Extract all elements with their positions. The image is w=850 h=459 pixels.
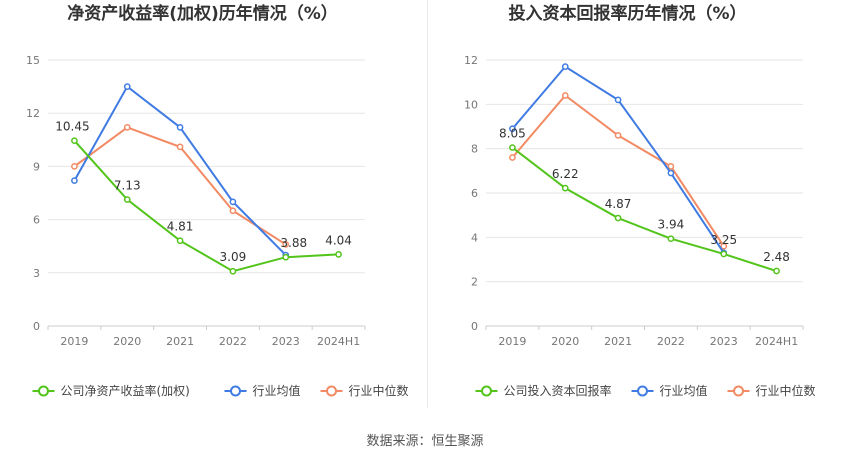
- data-point-median[interactable]: [229, 207, 237, 215]
- x-tick-label: 2024H1: [317, 335, 360, 348]
- y-tick-label: 10: [464, 98, 478, 111]
- legend-item-company[interactable]: 公司净资产收益率(加权): [32, 383, 190, 398]
- data-point-company[interactable]: [335, 251, 342, 258]
- data-point-median[interactable]: [667, 163, 675, 170]
- y-tick-label: 3: [33, 267, 40, 280]
- data-point-avg[interactable]: [561, 63, 569, 71]
- data-label: 4.81: [167, 220, 194, 234]
- series-line-company: [73, 140, 339, 273]
- x-tick-label: 2021: [604, 335, 632, 348]
- data-point-company[interactable]: [71, 137, 78, 145]
- panel-divider: [427, 0, 428, 408]
- x-tick-label: 2024H1: [755, 335, 798, 348]
- legend-label: 行业均值: [253, 383, 301, 398]
- y-tick-label: 0: [471, 320, 478, 333]
- data-point-avg[interactable]: [509, 125, 516, 133]
- x-tick-label: 2023: [710, 335, 738, 348]
- data-point-median[interactable]: [614, 132, 622, 139]
- y-tick-label: 15: [26, 54, 40, 67]
- data-label: 3.25: [710, 233, 737, 247]
- data-point-avg[interactable]: [667, 169, 675, 177]
- legend-swatch-marker: [481, 385, 492, 397]
- legend-item-avg[interactable]: 行业均值: [224, 383, 301, 398]
- data-point-avg[interactable]: [123, 83, 131, 90]
- data-point-avg[interactable]: [614, 96, 622, 104]
- legend-label: 公司净资产收益率(加权): [61, 383, 190, 398]
- legend-swatch-marker: [733, 385, 744, 397]
- y-tick-label: 4: [471, 231, 478, 244]
- legend-swatch-marker: [326, 385, 337, 397]
- data-label: 8.05: [499, 127, 526, 141]
- x-tick-label: 2022: [657, 335, 685, 348]
- legend-item-company[interactable]: 公司投入资本回报率: [475, 383, 612, 398]
- x-tick-label: 2021: [166, 335, 194, 348]
- chart-title: 净资产收益率(加权)历年情况（%）: [67, 3, 338, 24]
- x-tick-label: 2023: [272, 335, 300, 348]
- x-tick-label: 2019: [498, 335, 526, 348]
- data-point-median[interactable]: [282, 241, 290, 248]
- x-tick-label: 2020: [551, 335, 579, 348]
- legend-item-avg[interactable]: 行业均值: [631, 383, 708, 398]
- data-point-median[interactable]: [561, 92, 569, 99]
- data-point-median[interactable]: [509, 154, 516, 161]
- data-point-median[interactable]: [71, 163, 78, 170]
- data-label: 4.87: [605, 197, 632, 211]
- legend-label: 公司投入资本回报率: [504, 383, 612, 398]
- y-tick-label: 12: [26, 107, 40, 120]
- data-label: 2.48: [763, 250, 790, 264]
- data-source: 数据来源：恒生聚源: [366, 434, 484, 449]
- data-point-avg[interactable]: [176, 124, 184, 131]
- data-label: 6.22: [552, 167, 579, 181]
- y-tick-label: 9: [33, 160, 40, 173]
- legend-label: 行业均值: [660, 383, 708, 398]
- y-tick-label: 12: [464, 54, 478, 67]
- data-point-avg[interactable]: [71, 177, 78, 184]
- data-point-company[interactable]: [229, 267, 237, 275]
- x-tick-label: 2019: [60, 335, 88, 348]
- data-label: 3.94: [658, 218, 685, 232]
- legend-item-median[interactable]: 行业中位数: [320, 383, 409, 398]
- legend-item-median[interactable]: 行业中位数: [727, 383, 816, 398]
- legend-label: 行业中位数: [756, 383, 816, 398]
- legend-swatch-marker: [230, 385, 241, 397]
- data-label: 7.13: [114, 179, 141, 193]
- legend-label: 行业中位数: [349, 383, 409, 398]
- x-tick-label: 2022: [219, 335, 247, 348]
- legend-swatch-marker: [637, 385, 648, 397]
- series-line-company: [511, 146, 777, 272]
- data-point-company[interactable]: [773, 267, 780, 275]
- data-point-company[interactable]: [123, 196, 131, 203]
- series-line-avg: [511, 65, 725, 254]
- data-point-company[interactable]: [720, 250, 728, 258]
- y-tick-label: 6: [33, 214, 40, 227]
- y-tick-label: 8: [471, 143, 478, 156]
- data-label: 3.09: [220, 250, 247, 264]
- data-point-company[interactable]: [176, 237, 184, 245]
- roic-chart: 投入资本回报率历年情况（%） 0 2 4 6 8 10 12 2019 2020 2021 2022 2…: [464, 3, 816, 398]
- y-tick-label: 6: [471, 187, 478, 200]
- roe-chart: 净资产收益率(加权)历年情况（%） 0 3 6 9 12 15 2019 2020 2021 202…: [26, 3, 409, 398]
- data-point-median[interactable]: [720, 242, 728, 250]
- chart-title: 投入资本回报率历年情况（%）: [508, 3, 746, 24]
- data-point-median[interactable]: [176, 143, 184, 151]
- data-label: 4.04: [325, 233, 352, 247]
- x-tick-label: 2020: [113, 335, 141, 348]
- data-point-median[interactable]: [123, 124, 131, 131]
- y-tick-label: 0: [33, 320, 40, 333]
- data-point-company[interactable]: [282, 253, 290, 261]
- data-point-company[interactable]: [509, 144, 516, 151]
- legend-swatch-marker: [38, 385, 49, 397]
- data-point-company[interactable]: [614, 214, 622, 222]
- data-point-avg[interactable]: [229, 198, 237, 206]
- y-tick-label: 2: [471, 276, 478, 289]
- data-point-company[interactable]: [561, 184, 569, 192]
- data-label: 10.45: [55, 120, 89, 134]
- data-label: 3.88: [280, 236, 307, 250]
- data-point-company[interactable]: [667, 235, 675, 243]
